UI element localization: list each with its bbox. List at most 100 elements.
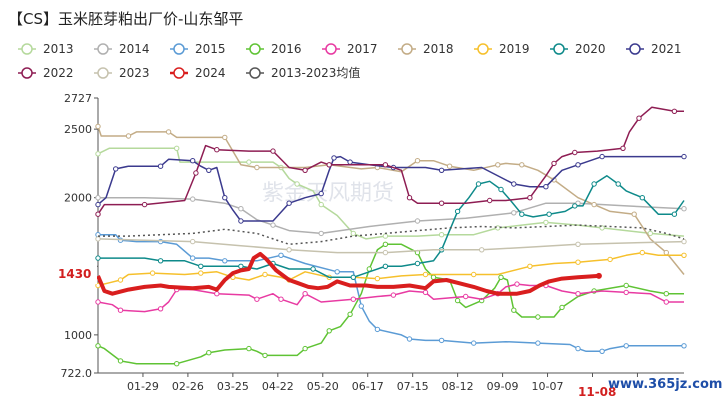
series-2014-point xyxy=(414,218,421,224)
legend-item-2013[interactable]: 2013 xyxy=(18,42,74,56)
series-2016-point xyxy=(347,311,353,317)
x-tick-label: 08-12 xyxy=(442,380,474,393)
x-tick-label: 01-29 xyxy=(127,380,159,393)
series-2013-2023- xyxy=(98,224,685,246)
series-2013-point xyxy=(246,159,252,165)
series-2018-line xyxy=(97,126,685,275)
legend-label: 2017 xyxy=(347,42,378,56)
series-2023-point xyxy=(382,249,389,256)
series-2022-point xyxy=(95,211,101,217)
series-2015-point xyxy=(190,255,196,261)
legend-item-2023[interactable]: 2023 xyxy=(94,66,150,80)
legend-label: 2024 xyxy=(195,66,226,80)
x-tick-label: 04-22 xyxy=(262,380,294,393)
series-2018-point xyxy=(591,201,597,208)
series-2019-point xyxy=(149,270,156,276)
series-2020-point xyxy=(671,211,678,217)
series-2022 xyxy=(95,106,684,217)
series-2017-point xyxy=(623,289,629,296)
legend-swatch-marker xyxy=(249,43,261,55)
series-2014-point xyxy=(681,206,687,212)
series-2021-point xyxy=(543,184,549,190)
legend-item-2013-2023-[interactable]: 2013-2023均值 xyxy=(246,65,360,80)
series-2020-point xyxy=(350,274,356,280)
series-2021-point xyxy=(157,163,164,169)
series-2016-point xyxy=(302,345,308,352)
series-2014-point xyxy=(190,196,196,202)
series-2022-point xyxy=(620,145,626,152)
legend-label: 2021 xyxy=(651,42,682,56)
series-2021-point xyxy=(318,190,324,197)
series-2019-point xyxy=(681,252,687,259)
legend-swatch-marker xyxy=(173,67,185,79)
y-tick-label: 2000 xyxy=(64,192,92,205)
series-2020-point xyxy=(414,260,421,267)
series-2020-point xyxy=(310,266,316,272)
series-2022-point xyxy=(551,160,557,167)
legend-item-2015[interactable]: 2015 xyxy=(170,42,226,56)
legend-item-2021[interactable]: 2021 xyxy=(626,42,682,56)
series-2016-point xyxy=(174,361,180,367)
legend-item-2017[interactable]: 2017 xyxy=(322,42,378,56)
series-2021-point xyxy=(438,167,445,174)
legend-item-2014[interactable]: 2014 xyxy=(94,42,150,56)
series-2013-point xyxy=(382,233,389,239)
series-2020-point xyxy=(238,263,244,269)
series-2019-line xyxy=(97,251,684,287)
series-2022-point xyxy=(302,167,308,174)
x-tick-label: 02-26 xyxy=(172,380,204,393)
series-2015-point xyxy=(599,348,605,354)
series-2015-point xyxy=(334,269,340,275)
legend-item-2020[interactable]: 2020 xyxy=(550,42,606,56)
series-2016-line xyxy=(97,243,684,365)
series-2013-2023--line xyxy=(98,224,685,246)
series-2016-point xyxy=(511,307,517,313)
y-tick-label: 1000 xyxy=(64,329,92,342)
series-2019-point xyxy=(639,249,645,256)
series-2022-point xyxy=(671,108,678,115)
legend-item-2022[interactable]: 2022 xyxy=(18,66,74,80)
series-2016-point xyxy=(117,358,124,364)
series-2023-point xyxy=(286,247,292,253)
series-2020-point xyxy=(198,263,204,269)
legend-item-2016[interactable]: 2016 xyxy=(246,42,302,56)
legend-label: 2016 xyxy=(271,42,302,56)
series-2016-point xyxy=(559,304,565,311)
series-2019-point xyxy=(262,271,268,278)
series-2017-point xyxy=(278,296,284,302)
y-tick-label: 2500 xyxy=(64,123,92,136)
legend-item-2019[interactable]: 2019 xyxy=(474,42,530,56)
series-2021-point xyxy=(599,153,605,160)
series-2015-point xyxy=(406,336,413,342)
legend-swatch-marker xyxy=(97,67,109,79)
series-2018-point xyxy=(254,164,260,171)
series-2016-point xyxy=(246,345,252,352)
series-2020-point xyxy=(546,211,552,217)
series-2021-point xyxy=(575,162,581,168)
current-value-box xyxy=(53,262,97,284)
series-2017-point xyxy=(95,299,101,305)
series-2019-point xyxy=(422,271,429,278)
legend-item-2018[interactable]: 2018 xyxy=(398,42,454,56)
series-2017-point xyxy=(350,296,356,302)
legend-swatch-marker xyxy=(629,43,641,55)
series-2021-point xyxy=(222,195,228,201)
series-2020-point xyxy=(157,258,164,264)
series-2015-point xyxy=(222,258,228,264)
series-2019-point xyxy=(527,263,533,269)
chart-title: 【CS】玉米胚芽粕出厂价-山东邹平 xyxy=(8,10,243,28)
series-2013-point xyxy=(318,201,324,208)
x-tick-label: 05-20 xyxy=(307,380,339,393)
series-2021-point xyxy=(347,159,353,165)
series-2016-point xyxy=(430,274,437,280)
series-2023 xyxy=(95,236,687,256)
series-2016-point xyxy=(663,291,669,297)
series-2023-point xyxy=(190,238,196,245)
legend-item-2024[interactable]: 2024 xyxy=(170,66,226,80)
series-2013-point xyxy=(174,145,180,152)
series-2022-point xyxy=(636,115,642,121)
legend-label: 2022 xyxy=(43,66,74,80)
series-2020-point xyxy=(591,181,597,187)
series-2023-point xyxy=(681,238,687,245)
